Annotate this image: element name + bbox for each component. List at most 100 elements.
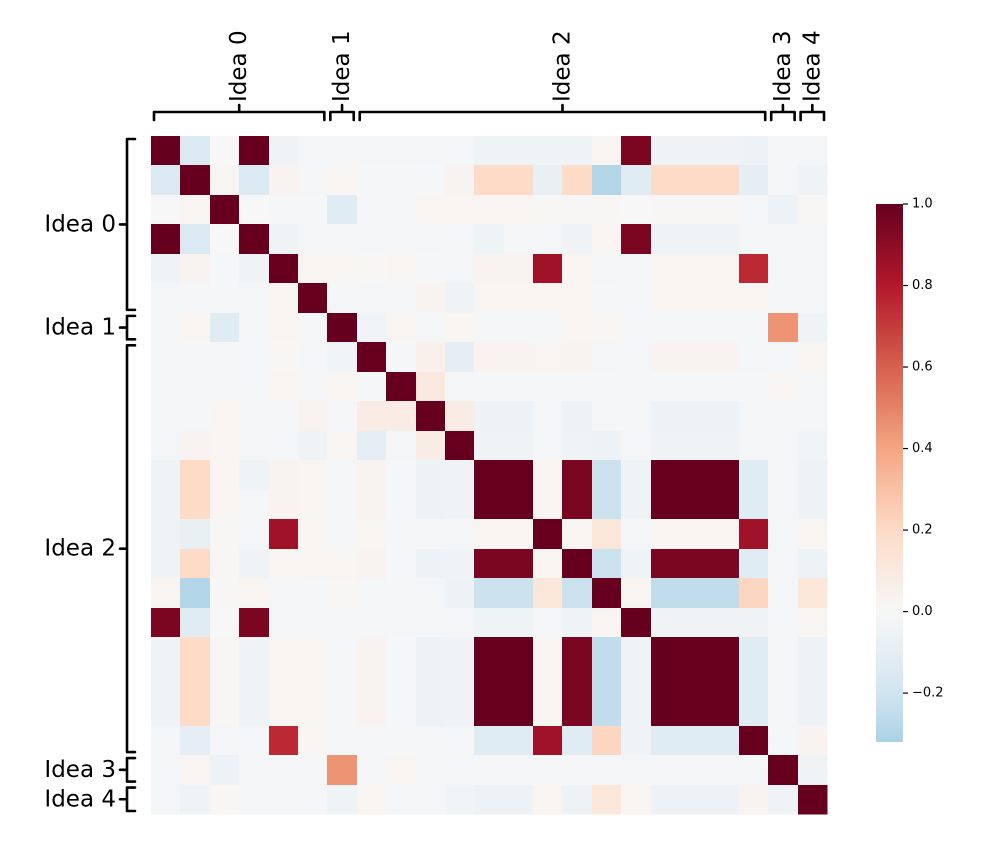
heatmap-cell — [504, 460, 534, 491]
heatmap-cell — [151, 490, 181, 520]
heatmap-cell — [327, 342, 358, 373]
heatmap-cell — [416, 313, 446, 343]
heatmap-cell — [680, 460, 710, 491]
heatmap-cell — [504, 696, 534, 727]
heatmap-cell — [386, 224, 417, 255]
heatmap-cell — [416, 519, 446, 550]
heatmap-cell — [474, 608, 505, 638]
heatmap-cell — [504, 165, 534, 196]
heatmap-cell — [651, 608, 681, 638]
heatmap-cell — [621, 165, 652, 196]
heatmap-cell — [709, 696, 740, 727]
heatmap-cell — [445, 755, 475, 786]
heatmap-cell — [180, 342, 211, 373]
heatmap-cell — [474, 372, 505, 402]
heatmap-cell — [210, 549, 240, 579]
heatmap-cell — [445, 431, 475, 461]
heatmap-cell — [210, 254, 240, 284]
heatmap-cell — [269, 195, 299, 225]
heatmap-cell — [151, 224, 181, 255]
heatmap-cell — [357, 283, 387, 314]
heatmap-cell — [739, 726, 769, 756]
colorbar-tick-label: 0.6 — [912, 360, 933, 375]
heatmap-cell — [327, 726, 358, 756]
heatmap-cell — [416, 726, 446, 756]
heatmap-cell — [709, 490, 740, 520]
heatmap-cell — [239, 519, 270, 550]
heatmap-cell — [180, 224, 211, 255]
heatmap-cell — [327, 431, 358, 461]
heatmap-cell — [445, 667, 475, 697]
heatmap-cell — [357, 578, 387, 609]
heatmap-cell — [651, 755, 681, 786]
heatmap-cell — [445, 136, 475, 166]
heatmap-cell — [239, 578, 270, 609]
heatmap-cell — [445, 785, 475, 815]
heatmap-cell — [239, 372, 270, 402]
heatmap-cell — [504, 667, 534, 697]
heatmap-cell — [298, 342, 328, 373]
heatmap-cell — [386, 667, 417, 697]
heatmap-cell — [739, 313, 769, 343]
heatmap-cell — [416, 254, 446, 284]
heatmap-cell — [768, 755, 799, 786]
heatmap-cell — [768, 608, 799, 638]
heatmap-cell — [269, 372, 299, 402]
heatmap-cell — [533, 696, 563, 727]
heatmap-cell — [798, 431, 828, 461]
heatmap-cell — [504, 726, 534, 756]
heatmap-cell — [416, 549, 446, 579]
heatmap-cell — [680, 224, 710, 255]
heatmap-cell — [474, 785, 505, 815]
heatmap-cell — [592, 696, 622, 727]
heatmap-cell — [562, 401, 593, 432]
heatmap-cell — [680, 755, 710, 786]
heatmap-cell — [151, 342, 181, 373]
heatmap-cell — [357, 755, 387, 786]
heatmap-cell — [533, 637, 563, 668]
heatmap-cell — [474, 726, 505, 756]
heatmap-cell — [533, 726, 563, 756]
heatmap-cell — [386, 637, 417, 668]
heatmap-cell — [651, 195, 681, 225]
heatmap-cell — [357, 519, 387, 550]
colorbar-tick-label: −0.2 — [912, 686, 944, 701]
heatmap-cell — [621, 667, 652, 697]
heatmap-cell — [210, 490, 240, 520]
heatmap-cell — [269, 637, 299, 668]
heatmap-cell — [269, 519, 299, 550]
heatmap-cell — [798, 372, 828, 402]
heatmap-cell — [709, 637, 740, 668]
heatmap-cell — [327, 165, 358, 196]
heatmap-cell — [298, 755, 328, 786]
heatmap-cell — [445, 490, 475, 520]
heatmap-cell — [298, 726, 328, 756]
heatmap-cell — [269, 224, 299, 255]
top-group-label-idea-3: Idea 3 — [770, 30, 796, 102]
heatmap-cell — [210, 460, 240, 491]
heatmap-cell — [239, 313, 270, 343]
heatmap-cell — [651, 283, 681, 314]
heatmap-cell — [269, 460, 299, 491]
heatmap-cell — [298, 460, 328, 491]
heatmap-cell — [239, 726, 270, 756]
heatmap-cell — [416, 372, 446, 402]
heatmap-cell — [504, 254, 534, 284]
heatmap-cell — [386, 608, 417, 638]
heatmap-cell — [651, 136, 681, 166]
heatmap-cell — [798, 667, 828, 697]
heatmap-cell — [739, 372, 769, 402]
heatmap-cell — [562, 342, 593, 373]
heatmap-cell — [386, 726, 417, 756]
top-brace-idea-0 — [152, 103, 326, 122]
heatmap-cell — [151, 696, 181, 727]
heatmap-cell — [180, 165, 211, 196]
heatmap-cell — [327, 667, 358, 697]
top-brace-idea-2 — [358, 103, 767, 122]
heatmap-cell — [504, 372, 534, 402]
heatmap-cell — [621, 313, 652, 343]
heatmap-cell — [416, 224, 446, 255]
heatmap-cell — [445, 283, 475, 314]
heatmap-cell — [416, 283, 446, 314]
heatmap-cell — [680, 372, 710, 402]
